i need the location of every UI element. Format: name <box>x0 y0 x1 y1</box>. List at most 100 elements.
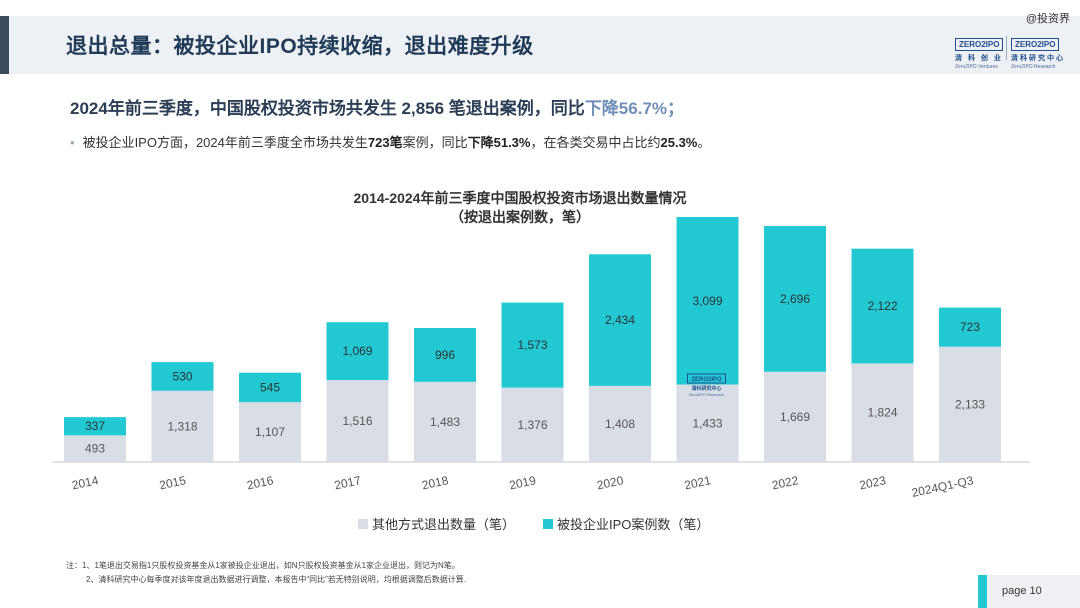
header-accent-bar <box>0 16 9 74</box>
bullet-text: ，在各类交易中占比约 <box>530 135 661 150</box>
bar-ipo-cases <box>589 254 651 386</box>
bullet-bold: 723笔 <box>367 135 403 150</box>
x-tick-label: 2015 <box>158 473 187 492</box>
chart-logo-en: Zero2IPO Research <box>689 392 725 397</box>
data-label: 1,483 <box>430 415 460 429</box>
bar-other-exits <box>851 363 914 462</box>
data-label: 1,516 <box>342 414 372 428</box>
bar-ipo-cases <box>676 217 739 385</box>
footnote-1: 注：1、1笔退出交易指1只股权投资基金从1家被投企业退出，如N只股权投资基金从1… <box>66 561 460 570</box>
bar-other-exits <box>939 346 1001 462</box>
legend-item-other-exits: 其他方式退出数量（笔） <box>358 514 515 533</box>
data-label: 1,318 <box>167 419 197 433</box>
bar-other-exits <box>764 371 826 462</box>
bar-ipo-cases <box>851 248 914 364</box>
bar-ipo-cases <box>326 322 389 381</box>
x-tick-label: 2021 <box>683 473 712 492</box>
x-tick-label: 2024Q1-Q3 <box>910 473 975 500</box>
chart-legend: 其他方式退出数量（笔） 被投企业IPO案例数（笔） <box>358 514 737 533</box>
footnote-2: 2、清科研究中心每季度对该年度退出数据进行调整，本报告中“同比”若无特别说明，均… <box>86 575 466 584</box>
bar-other-exits <box>676 384 739 462</box>
headline-prefix: 2024年前三季度，中国股权投资市场共发生 2,856 笔退出案例，同比 <box>70 99 585 118</box>
bullet-text: 案例，同比 <box>402 135 468 150</box>
x-tick-label: 2022 <box>771 473 800 492</box>
bar-other-exits <box>239 402 301 462</box>
footnotes: 注：1、1笔退出交易指1只股权投资基金从1家被投企业退出，如N只股权投资基金从1… <box>66 559 466 587</box>
watermark: @投资界 <box>1025 13 1070 25</box>
legend-label: 其他方式退出数量（笔） <box>372 517 516 532</box>
x-tick-label: 2020 <box>596 473 625 492</box>
data-label: 1,408 <box>605 417 635 431</box>
page-number-tab: page 10 <box>978 575 1080 608</box>
bar-ipo-cases <box>939 307 1001 347</box>
data-label: 493 <box>85 442 105 456</box>
logo-box-text: ZERO2IPO <box>955 38 1004 51</box>
data-label: 1,107 <box>255 425 285 439</box>
bar-ipo-cases <box>764 226 826 372</box>
bar-ipo-cases <box>239 372 301 403</box>
logo-box-text: ZERO2IPO <box>1011 38 1060 51</box>
data-label: 1,069 <box>342 344 372 358</box>
data-label: 996 <box>435 348 455 362</box>
bar-other-exits <box>64 435 126 462</box>
chart-logo-text: ZERO2IPO <box>691 377 722 383</box>
data-label: 2,434 <box>605 313 635 327</box>
data-label: 2,133 <box>955 397 985 411</box>
x-tick-label: 2019 <box>508 473 537 492</box>
chart-subtitle: （按退出案例数，笔） <box>450 209 590 225</box>
x-tick-label: 2014 <box>71 473 100 492</box>
bar-other-exits <box>326 380 389 462</box>
data-label: 337 <box>85 419 105 433</box>
logo-en-text: Zero2IPO Ventures <box>955 64 998 70</box>
logo-divider <box>1006 36 1007 60</box>
header-band <box>0 16 1080 74</box>
bullet-text: 。 <box>697 135 711 150</box>
bar-ipo-cases <box>501 302 564 388</box>
bar-other-exits <box>501 387 564 462</box>
legend-swatch <box>543 518 554 529</box>
bullet-point: • 被投企业IPO方面，2024年前三季度全市场共发生723笔案例，同比下降51.… <box>70 132 710 151</box>
x-tick-label: 2023 <box>858 473 887 492</box>
headline: 2024年前三季度，中国股权投资市场共发生 2,856 笔退出案例，同比下降56… <box>70 94 684 119</box>
bar-ipo-cases <box>151 362 214 391</box>
logo-cn-text: 清 科 创 业 <box>955 55 1003 62</box>
legend-item-ipo-cases: 被投企业IPO案例数（笔） <box>543 514 709 533</box>
chart-logo-cn: 清科研究中心 <box>691 385 721 392</box>
data-label: 1,669 <box>780 410 810 424</box>
bullet-text: 被投企业IPO方面，2024年前三季度全市场共发生 <box>82 135 368 150</box>
x-tick-label: 2016 <box>246 473 275 492</box>
x-tick-label: 2017 <box>333 473 362 492</box>
data-label: 2,122 <box>867 299 897 313</box>
page-number: page 10 <box>1002 585 1042 597</box>
page-title: 退出总量：被投企业IPO持续收缩，退出难度升级 <box>66 35 534 58</box>
bullet-dot-icon: • <box>70 135 75 150</box>
legend-swatch <box>358 518 368 529</box>
data-label: 3,099 <box>692 294 722 308</box>
bar-other-exits <box>589 385 651 462</box>
data-label: 2,696 <box>780 292 810 306</box>
x-tick-label: 2018 <box>421 473 450 492</box>
data-label: 1,824 <box>867 406 897 420</box>
legend-label: 被投企业IPO案例数（笔） <box>557 517 710 532</box>
data-label: 723 <box>960 320 980 334</box>
bar-other-exits <box>151 390 214 462</box>
page-tab-accent <box>978 575 987 608</box>
headline-emphasis: 下降56.7%； <box>584 99 685 118</box>
bar-other-exits <box>414 381 476 462</box>
logo-cn-text: 清科研究中心 <box>1011 55 1065 62</box>
bullet-bold: 下降51.3% <box>467 135 531 150</box>
zero2ipo-ventures-logo: ZERO2IPO 清 科 创 业 Zero2IPO Ventures <box>955 34 1004 70</box>
bullet-bold: 25.3% <box>660 135 698 150</box>
data-label: 530 <box>172 369 192 383</box>
bar-ipo-cases <box>414 327 476 382</box>
chart-logo-box <box>687 373 726 384</box>
data-label: 1,573 <box>517 338 547 352</box>
data-label: 545 <box>260 380 280 394</box>
logo-en-text: Zero2IPO Research <box>1011 64 1056 70</box>
chart-title: 2014-2024年前三季度中国股权投资市场退出数量情况 <box>353 190 687 206</box>
data-label: 1,433 <box>692 416 722 430</box>
data-label: 1,376 <box>517 418 547 432</box>
bar-ipo-cases <box>64 417 126 436</box>
zero2ipo-research-logo: ZERO2IPO 清科研究中心 Zero2IPO Research <box>1011 34 1065 70</box>
